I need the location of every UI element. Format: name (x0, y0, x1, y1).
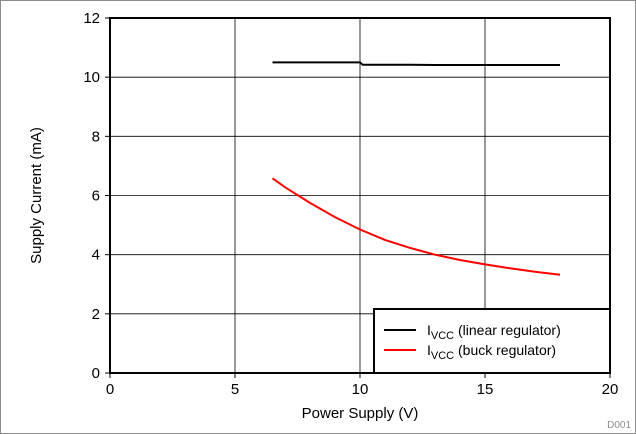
legend-label-1: IVCC (linear regulator) (427, 322, 561, 342)
y-tick-label: 2 (92, 306, 100, 323)
series-line-1 (272, 61, 560, 66)
x-tick-label: 20 (602, 381, 619, 398)
plot-frame (109, 17, 611, 374)
x-axis-label: Power Supply (V) (302, 405, 419, 422)
legend-label-2: IVCC (buck regulator) (427, 342, 556, 362)
x-tick-label: 5 (231, 381, 239, 398)
y-tick-label: 6 (92, 188, 100, 205)
y-tick-label: 12 (83, 10, 100, 27)
x-tick-label: 10 (352, 381, 369, 398)
x-tick-label: 0 (106, 381, 114, 398)
figure-id-label: D001 (607, 420, 631, 431)
y-tick-label: 8 (92, 128, 100, 145)
y-tick-label: 0 (92, 365, 100, 382)
series-line-2 (271, 177, 561, 276)
x-tick-label: 15 (477, 381, 494, 398)
y-tick-label: 4 (92, 247, 100, 264)
y-tick-label: 10 (83, 69, 100, 86)
y-axis-label: Supply Current (mA) (28, 127, 45, 264)
legend-box (373, 308, 611, 374)
